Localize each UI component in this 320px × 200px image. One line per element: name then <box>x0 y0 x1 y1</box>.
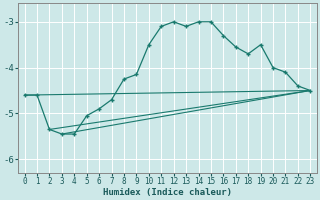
X-axis label: Humidex (Indice chaleur): Humidex (Indice chaleur) <box>103 188 232 197</box>
